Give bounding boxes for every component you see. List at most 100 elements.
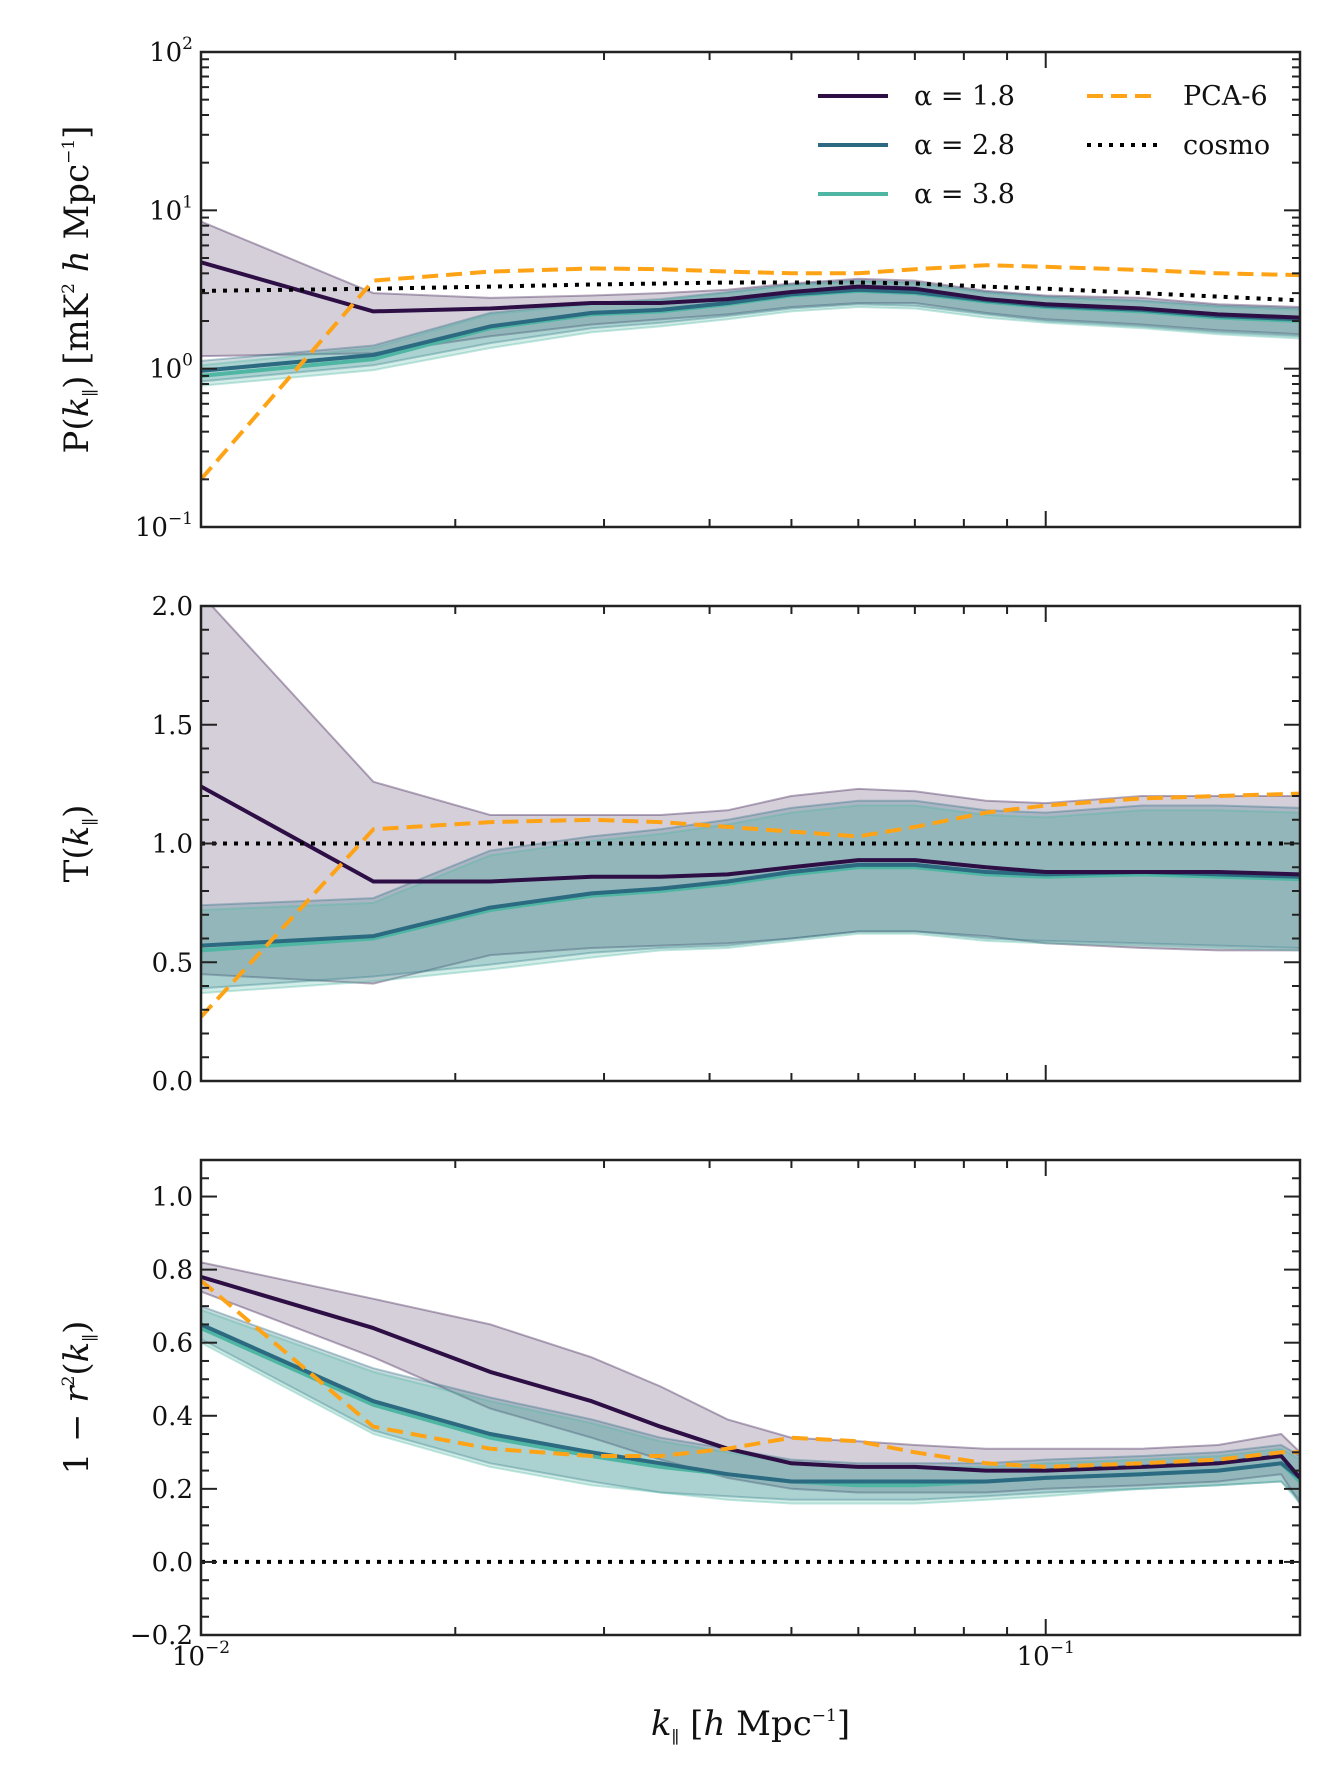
text-part: ) [mK bbox=[57, 293, 97, 389]
y-tick-label: 1.0 bbox=[152, 1183, 193, 1213]
text-part: 1 bbox=[182, 192, 193, 212]
line-pca bbox=[201, 791, 1300, 1019]
y-axis-label: P(k∥) [mK2 h Mpc−1] bbox=[57, 126, 101, 454]
text-part: ∥ bbox=[81, 389, 101, 397]
text-part: ) bbox=[57, 1321, 97, 1334]
text-part: [ bbox=[679, 1704, 703, 1744]
y-tick-label: 2.0 bbox=[152, 592, 193, 622]
plot-area bbox=[201, 220, 1300, 481]
text-part: 1 − bbox=[57, 1403, 97, 1475]
text-part: T( bbox=[57, 846, 97, 882]
legend-label-a38: α = 3.8 bbox=[914, 179, 1015, 210]
text-part: 10 bbox=[172, 1642, 205, 1672]
text-part: h bbox=[57, 250, 97, 283]
legend-item-cosmo: cosmo bbox=[1087, 130, 1270, 161]
legend-item-pca: PCA-6 bbox=[1087, 81, 1268, 112]
text-part: Mpc bbox=[725, 1704, 811, 1744]
panel-decorrelation: −0.2 0.0 0.2 0.4 0.6 0.8 1.0 1 − r2(k∥) bbox=[57, 1158, 1302, 1651]
text-part: 1.0 bbox=[152, 830, 193, 860]
band-a18 bbox=[201, 606, 1300, 985]
text-part: 0 bbox=[182, 351, 193, 371]
text-part: h bbox=[703, 1704, 725, 1744]
y-tick-label: 0.4 bbox=[152, 1402, 193, 1432]
text-part: 10 bbox=[135, 513, 168, 543]
y-tick-label: 100 bbox=[149, 351, 193, 385]
text-part: ∥ bbox=[672, 1728, 680, 1748]
y-tick-label: 0.6 bbox=[152, 1329, 193, 1359]
band-a38 bbox=[201, 804, 1300, 995]
axes-frame bbox=[199, 50, 1302, 529]
text-part: 0.8 bbox=[152, 1256, 193, 1286]
text-part: 0.0 bbox=[152, 1548, 193, 1578]
text-part: −2 bbox=[205, 1638, 230, 1658]
text-part: 1.5 bbox=[152, 711, 193, 741]
text-part: k bbox=[651, 1704, 672, 1744]
band-a28 bbox=[201, 799, 1300, 990]
legend-item-a18: α = 1.8 bbox=[818, 81, 1015, 112]
panel-transfer: 0.0 0.5 1.0 1.5 2.0 T(k∥) bbox=[57, 592, 1302, 1097]
band-a38 bbox=[201, 280, 1300, 387]
line-a18 bbox=[201, 784, 1300, 884]
text-part: Mpc bbox=[57, 164, 97, 250]
text-part: −1 bbox=[168, 509, 193, 529]
text-part: ( bbox=[57, 1362, 97, 1375]
y-tick-label: −0.2 bbox=[130, 1621, 193, 1651]
text-part: 10 bbox=[149, 196, 182, 226]
text-part: 10 bbox=[1017, 1642, 1050, 1672]
text-part: 2 bbox=[59, 283, 79, 294]
text-part: −1 bbox=[812, 1706, 837, 1726]
text-part: ∥ bbox=[81, 818, 101, 826]
legend-label-a28: α = 2.8 bbox=[914, 130, 1015, 161]
text-part: 10 bbox=[149, 38, 182, 68]
y-tick-label: 1.5 bbox=[152, 711, 193, 741]
text-part: k bbox=[57, 826, 97, 847]
plot-area bbox=[201, 1261, 1300, 1564]
y-axis-label: 1 − r2(k∥) bbox=[57, 1321, 101, 1475]
y-tick-label: 101 bbox=[149, 192, 193, 226]
text-part: 2 bbox=[182, 34, 193, 54]
text-part: r bbox=[57, 1385, 97, 1403]
legend: α = 1.8 α = 2.8 α = 3.8 PCA-6 cosmo bbox=[818, 81, 1270, 210]
text-part: 0.0 bbox=[152, 1067, 193, 1097]
line-a18 bbox=[201, 1274, 1300, 1480]
text-part: 1.0 bbox=[152, 1183, 193, 1213]
line-cosmo bbox=[201, 280, 1300, 303]
line-a18 bbox=[201, 260, 1300, 320]
text-part: k bbox=[57, 1342, 97, 1363]
x-axis-label: k∥ [h Mpc−1] bbox=[651, 1704, 850, 1748]
y-tick-label: 102 bbox=[149, 34, 193, 68]
y-tick-label: 10−1 bbox=[135, 509, 193, 543]
text-part: 0.4 bbox=[152, 1402, 193, 1432]
text-part: ] bbox=[57, 126, 97, 139]
text-part: k bbox=[57, 397, 97, 418]
axes-frame bbox=[199, 604, 1302, 1083]
band-a38 bbox=[201, 1308, 1300, 1506]
line-a28 bbox=[201, 1322, 1300, 1484]
text-part: −1 bbox=[1050, 1638, 1075, 1658]
line-pca bbox=[201, 263, 1300, 481]
ticks bbox=[200, 1159, 1301, 1636]
y-tick-label: 0.2 bbox=[152, 1475, 193, 1505]
legend-label-a18: α = 1.8 bbox=[914, 81, 1015, 112]
legend-item-a28: α = 2.8 bbox=[818, 130, 1015, 161]
text-part: −0.2 bbox=[130, 1621, 193, 1651]
y-tick-label: 0.5 bbox=[152, 948, 193, 978]
text-part: 2 bbox=[59, 1376, 79, 1387]
text-part: P( bbox=[57, 417, 97, 453]
text-part: −1 bbox=[59, 139, 79, 164]
line-a38 bbox=[201, 865, 1300, 953]
y-axis-label: T(k∥) bbox=[57, 805, 101, 883]
band-a18 bbox=[201, 1261, 1300, 1506]
y-tick-label: 1.0 bbox=[152, 830, 193, 860]
legend-label-pca: PCA-6 bbox=[1183, 81, 1268, 112]
legend-item-a38: α = 3.8 bbox=[818, 179, 1015, 210]
x-tick-label: 10−2 bbox=[172, 1638, 230, 1672]
text-part: 2.0 bbox=[152, 592, 193, 622]
y-tick-label: 0.0 bbox=[152, 1548, 193, 1578]
band-a18 bbox=[201, 220, 1300, 358]
text-part: 0.6 bbox=[152, 1329, 193, 1359]
text-part: ∥ bbox=[81, 1334, 101, 1342]
text-part: 10 bbox=[149, 355, 182, 385]
